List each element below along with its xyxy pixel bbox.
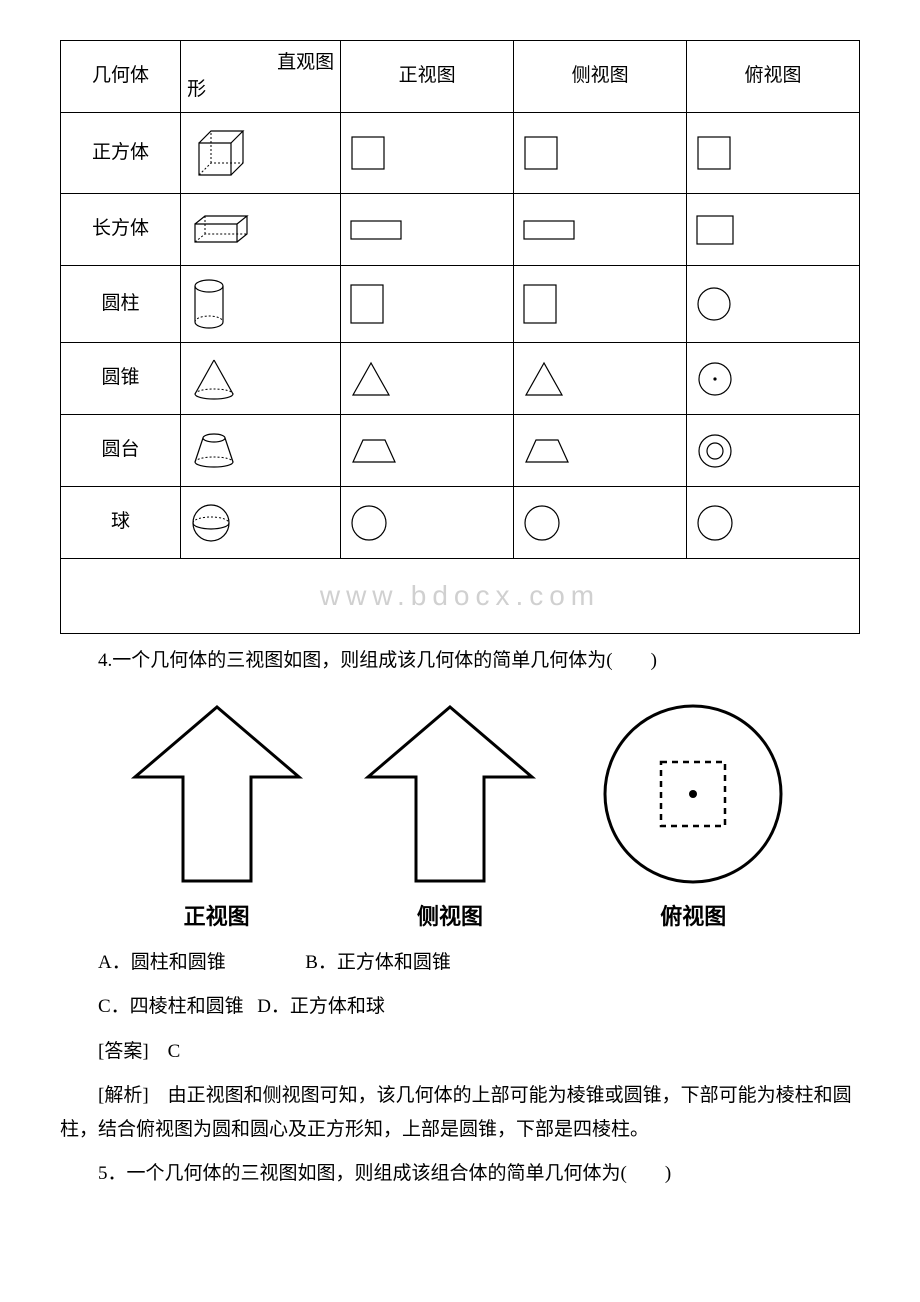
table-row: 圆锥 — [61, 343, 860, 415]
square-icon — [522, 134, 560, 172]
solids-table: 几何体 直观图 形 正视图 侧视图 俯视图 正方体 — [60, 40, 860, 634]
opt-d: D．正方体和球 — [257, 996, 385, 1017]
rectangle-icon — [695, 214, 735, 246]
cell-top-sphere — [687, 487, 860, 559]
cell-name: 正方体 — [61, 113, 181, 194]
rectangle-icon — [522, 283, 558, 325]
th-front: 正视图 — [341, 41, 514, 113]
q4-analysis: [解析] 由正视图和侧视图可知，该几何体的上部可能为棱锥或圆锥，下部可能为棱柱和… — [60, 1079, 860, 1147]
opt-b: B．正方体和圆锥 — [305, 952, 451, 973]
cell-top-cuboid — [687, 194, 860, 266]
circle-square-dot-icon — [593, 699, 793, 889]
cylinder-icon — [189, 278, 229, 330]
square-icon — [695, 134, 733, 172]
q4-text: 4.一个几何体的三视图如图，则组成该几何体的简单几何体为( ) — [60, 644, 860, 678]
cell-front-cylinder — [341, 266, 514, 343]
circle-icon — [522, 503, 562, 543]
opt-c: C．四棱柱和圆锥 — [98, 996, 244, 1017]
square-icon — [349, 134, 387, 172]
cell-front-frustum — [341, 415, 514, 487]
circle-dot-icon — [695, 359, 735, 399]
cell-side-cylinder — [514, 266, 687, 343]
table-row: 圆台 — [61, 415, 860, 487]
triangle-icon — [349, 359, 393, 399]
th-side: 侧视图 — [514, 41, 687, 113]
th-direct: 直观图 形 — [181, 41, 341, 113]
triangle-icon — [522, 359, 566, 399]
cell-top-cone — [687, 343, 860, 415]
table-row: 圆柱 — [61, 266, 860, 343]
q4-options-cd: C．四棱柱和圆锥 D．正方体和球 — [60, 990, 860, 1024]
cell-front-sphere — [341, 487, 514, 559]
cell-side-cuboid — [514, 194, 687, 266]
q4-top-view: 俯视图 — [593, 699, 793, 937]
opt-a: A．圆柱和圆锥 — [98, 952, 226, 973]
sphere-icon — [189, 501, 233, 545]
cell-top-frustum — [687, 415, 860, 487]
cell-direct-cube — [181, 113, 341, 194]
cell-direct-cone — [181, 343, 341, 415]
frustum-icon — [189, 430, 239, 472]
q4-front-view: 正视图 — [127, 699, 307, 937]
cell-direct-cuboid — [181, 194, 341, 266]
q4-answer: [答案] C — [60, 1035, 860, 1069]
table-row: 正方体 — [61, 113, 860, 194]
cuboid-icon — [189, 212, 255, 248]
view-label: 正视图 — [184, 897, 250, 937]
rectangle-icon — [349, 219, 403, 241]
watermark-text: www.bdocx.com — [61, 559, 860, 634]
cell-front-cuboid — [341, 194, 514, 266]
cell-side-cube — [514, 113, 687, 194]
cell-name: 长方体 — [61, 194, 181, 266]
circle-icon — [349, 503, 389, 543]
cell-name: 圆柱 — [61, 266, 181, 343]
house-shape-icon — [360, 699, 540, 889]
q5-text: 5．一个几何体的三视图如图，则组成该组合体的简单几何体为( ) — [60, 1157, 860, 1191]
th-top: 俯视图 — [687, 41, 860, 113]
house-shape-icon — [127, 699, 307, 889]
cube-icon — [189, 125, 247, 181]
cone-icon — [189, 356, 239, 402]
cell-side-frustum — [514, 415, 687, 487]
table-row: 球 — [61, 487, 860, 559]
cell-front-cone — [341, 343, 514, 415]
annulus-icon — [695, 431, 735, 471]
q4-figures: 正视图 侧视图 俯视图 — [100, 699, 820, 937]
cell-direct-cylinder — [181, 266, 341, 343]
th-geometry: 几何体 — [61, 41, 181, 113]
cell-name: 球 — [61, 487, 181, 559]
cell-side-cone — [514, 343, 687, 415]
circle-icon — [695, 503, 735, 543]
cell-top-cylinder — [687, 266, 860, 343]
cell-direct-sphere — [181, 487, 341, 559]
rectangle-icon — [349, 283, 385, 325]
watermark-row: www.bdocx.com — [61, 559, 860, 634]
view-label: 侧视图 — [417, 897, 483, 937]
view-label: 俯视图 — [660, 897, 726, 937]
trapezoid-icon — [522, 436, 572, 466]
circle-icon — [695, 285, 733, 323]
cell-name: 圆锥 — [61, 343, 181, 415]
rectangle-icon — [522, 219, 576, 241]
trapezoid-icon — [349, 436, 399, 466]
cell-side-sphere — [514, 487, 687, 559]
q4-options-ab: A．圆柱和圆锥 B．正方体和圆锥 — [60, 946, 860, 980]
cell-direct-frustum — [181, 415, 341, 487]
table-row: 长方体 — [61, 194, 860, 266]
cell-front-cube — [341, 113, 514, 194]
q4-side-view: 侧视图 — [360, 699, 540, 937]
cell-top-cube — [687, 113, 860, 194]
cell-name: 圆台 — [61, 415, 181, 487]
